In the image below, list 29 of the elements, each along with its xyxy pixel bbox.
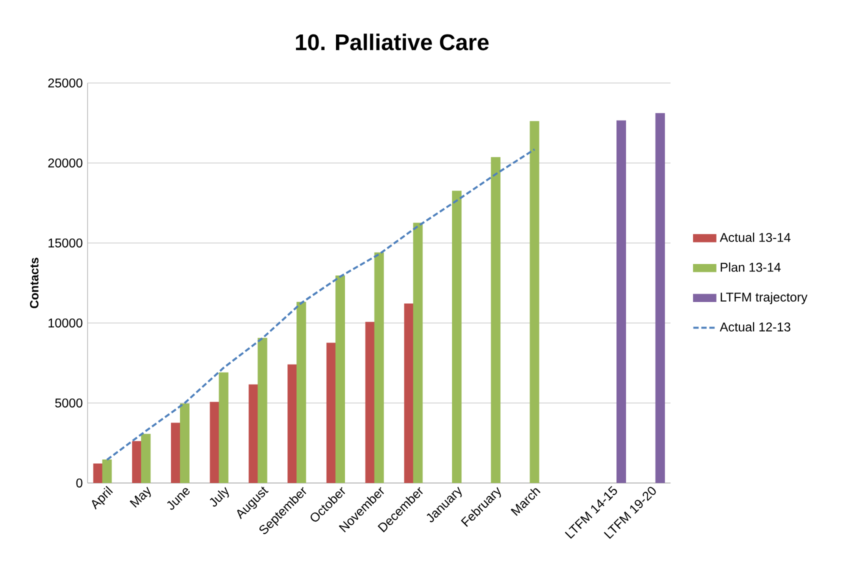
y-tick-label: 20000: [48, 158, 82, 168]
y-tick-label: 25000: [48, 78, 82, 88]
bar: [452, 190, 462, 483]
y-axis-title: Contacts: [30, 258, 38, 308]
line-series: [106, 148, 536, 461]
bar: [490, 157, 500, 483]
legend-label: Plan 13-14: [720, 262, 781, 272]
bar: [616, 120, 626, 483]
bar: [180, 404, 190, 483]
bar: [374, 252, 384, 483]
y-tick-label: 10000: [48, 318, 82, 328]
y-tick-label: 5000: [55, 398, 82, 408]
bar: [258, 338, 268, 483]
bar: [413, 222, 423, 483]
legend-label: Actual 12-13: [720, 322, 790, 332]
bar: [335, 276, 345, 483]
legend-label: LTFM trajectory: [720, 292, 808, 304]
bar: [102, 460, 112, 483]
bar: [296, 302, 306, 483]
bar: [141, 434, 151, 483]
bar: [655, 113, 665, 483]
x-tick-label: July: [210, 487, 229, 507]
x-tick-label: May: [130, 486, 151, 508]
bar: [218, 372, 228, 483]
bar: [530, 121, 540, 483]
chart-title: 10. Palliative Care: [296, 34, 489, 50]
y-tick-label: 0: [76, 478, 82, 488]
y-tick-label: 15000: [48, 238, 82, 248]
legend-label: Actual 13-14: [720, 232, 790, 242]
